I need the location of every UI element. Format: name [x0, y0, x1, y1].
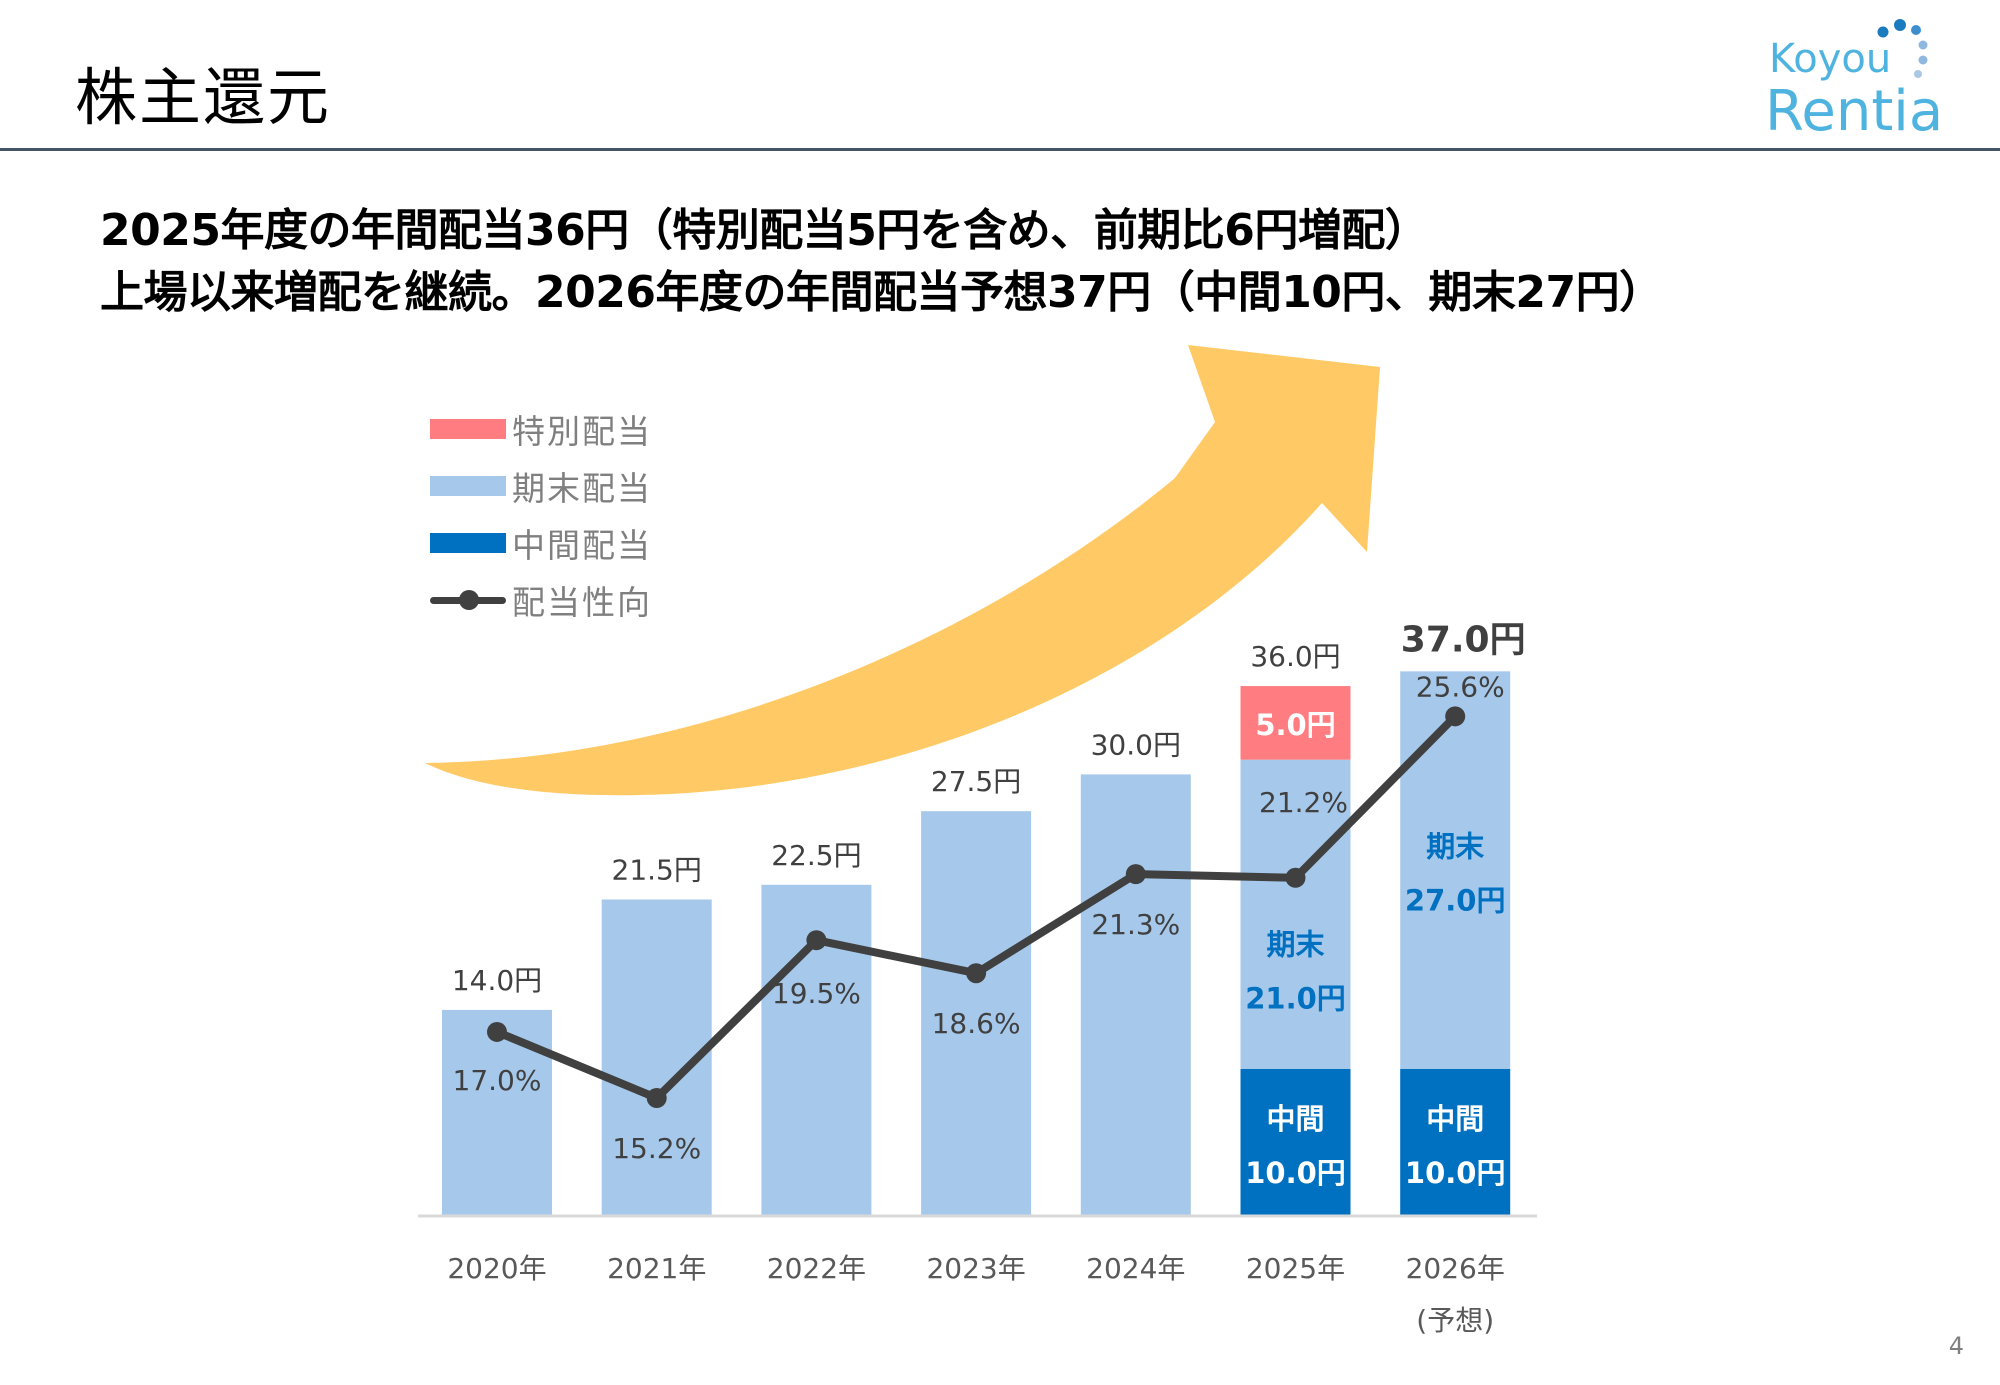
payout-ratio-label: 18.6%	[932, 1007, 1021, 1040]
bar-segment-year-end	[1400, 671, 1511, 1069]
payout-ratio-label: 15.2%	[612, 1132, 701, 1165]
headline-line-2: 上場以来増配を継続。2026年度の年間配当予想37円（中間10円、期末27円）	[100, 267, 1663, 318]
segment-label: 期末	[1426, 829, 1484, 863]
payout-ratio-point	[487, 1021, 507, 1042]
legend-item-payout: 配当性向	[430, 571, 652, 628]
legend-label: 特別配当	[512, 411, 652, 451]
segment-value-label: 21.0円	[1245, 982, 1346, 1016]
logo-dot	[1918, 55, 1928, 65]
payout-ratio-point	[646, 1088, 667, 1108]
payout-ratio-point	[966, 963, 987, 984]
payout-ratio-label: 21.2%	[1259, 786, 1348, 819]
bar-segment-year-end	[921, 811, 1032, 1216]
bar-total-label: 37.0円	[1401, 619, 1526, 660]
legend-swatch-year-end	[430, 475, 506, 496]
bar-total-label: 30.0円	[1091, 728, 1181, 761]
x-tick-label: 2025年	[1246, 1252, 1345, 1285]
payout-ratio-label: 21.3%	[1091, 908, 1180, 941]
x-tick-label: 2020年	[447, 1252, 546, 1285]
payout-ratio-label: 17.0%	[453, 1064, 542, 1097]
bar-segment-year-end	[1080, 774, 1191, 1216]
payout-ratio-point	[1445, 706, 1466, 727]
legend-item-special: 特別配当	[430, 400, 652, 457]
x-tick-label: 2026年	[1406, 1252, 1505, 1285]
legend-label: 期末配当	[512, 468, 652, 508]
segment-value-label: 10.0円	[1405, 1156, 1506, 1190]
segment-label: 中間	[1426, 1102, 1484, 1136]
bar-total-label: 14.0円	[452, 964, 542, 997]
legend-item-year-end: 期末配当	[430, 457, 652, 514]
payout-ratio-point	[1285, 867, 1306, 888]
payout-ratio-label: 19.5%	[772, 977, 861, 1010]
segment-label: 期末	[1266, 928, 1324, 962]
legend-swatch-special	[430, 418, 506, 439]
bar-segment-year-end	[1240, 759, 1351, 1069]
logo-dot	[1877, 26, 1889, 38]
bar-segment-special	[1240, 686, 1351, 760]
bar-total-label: 22.5円	[771, 839, 861, 872]
growth-arrow-decoration	[425, 345, 1380, 796]
x-tick-label: 2023年	[926, 1252, 1025, 1285]
page-number: 4	[1948, 1332, 1964, 1360]
header-divider	[0, 148, 2000, 151]
segment-value-label: 10.0円	[1245, 1156, 1346, 1190]
logo-dot	[1918, 40, 1928, 50]
legend-line-marker-icon	[430, 589, 506, 610]
bar-total-label: 21.5円	[612, 854, 702, 887]
logo-text-top: Koyou	[1769, 36, 1891, 82]
bar-segment-interim	[1240, 1068, 1351, 1216]
payout-ratio-point	[1125, 864, 1146, 885]
segment-value-label: 27.0円	[1405, 883, 1506, 917]
payout-ratio-label: 25.6%	[1416, 670, 1505, 703]
slide-title: 株主還元	[75, 61, 332, 134]
logo-text-bottom: Rentia	[1765, 79, 1943, 142]
legend-item-interim: 中間配当	[430, 514, 652, 571]
headline-line-1: 2025年度の年間配当36円（特別配当5円を含め、前期比6円増配）	[100, 205, 1429, 256]
logo-dot	[1911, 25, 1921, 35]
payout-ratio-point	[806, 930, 827, 951]
x-tick-label: 2024年	[1086, 1252, 1185, 1285]
bar-total-label: 27.5円	[931, 765, 1021, 798]
x-tick-label: 2021年	[607, 1252, 706, 1285]
chart-legend: 特別配当 期末配当 中間配当 配当性向	[430, 400, 652, 628]
legend-label: 配当性向	[512, 582, 652, 622]
legend-label: 中間配当	[512, 525, 652, 565]
bar-total-label: 36.0円	[1250, 640, 1340, 673]
logo-dot	[1894, 19, 1906, 31]
bar-segment-interim	[1400, 1068, 1511, 1216]
x-tick-sublabel: (予想)	[1416, 1304, 1494, 1337]
segment-label: 中間	[1266, 1102, 1324, 1136]
legend-swatch-interim	[430, 532, 506, 553]
headline: 2025年度の年間配当36円（特別配当5円を含め、前期比6円増配） 上場以来増配…	[100, 200, 1663, 324]
logo-dot	[1914, 70, 1922, 78]
x-tick-label: 2022年	[767, 1252, 866, 1285]
segment-value-label: 5.0円	[1255, 708, 1335, 742]
company-logo: Koyou Rentia	[1765, 19, 1943, 142]
